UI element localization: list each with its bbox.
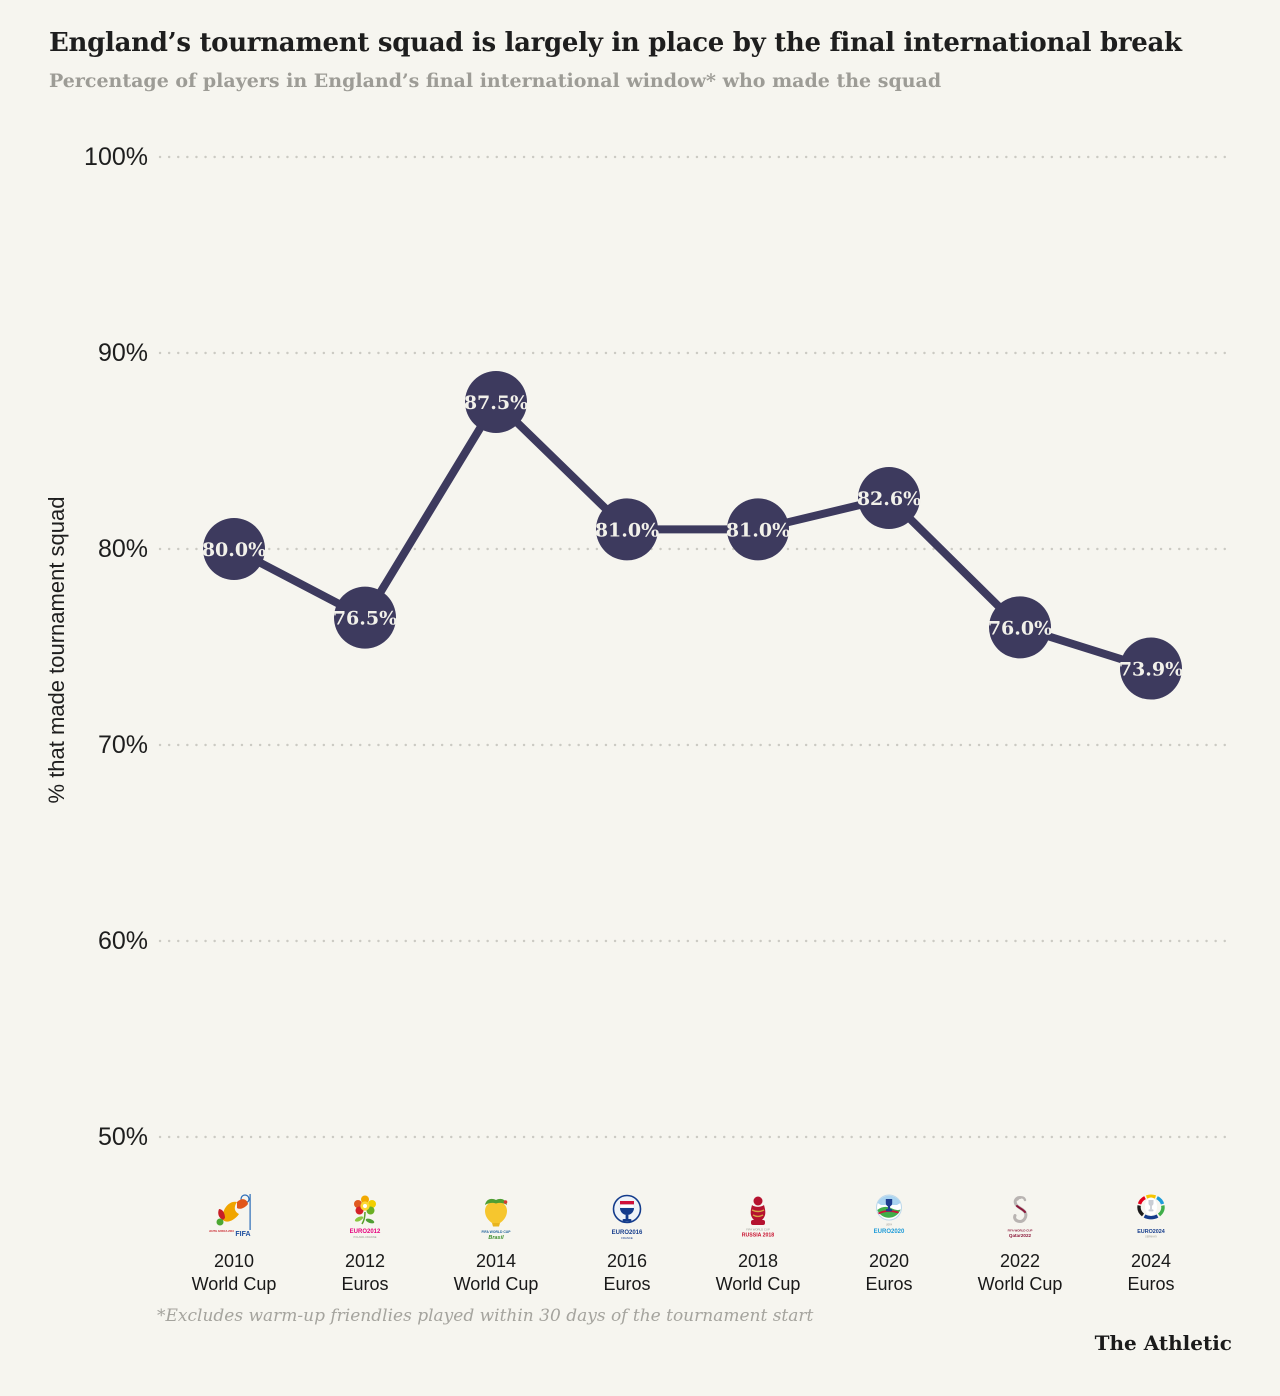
data-point-label: 80.0% [202,539,266,561]
x-axis-year-label: 2022 [999,1251,1041,1271]
data-point-label: 82.6% [857,488,921,510]
x-axis-item-2012: EURO2012 POLAND-UKRAINE 2012 Euros [300,1192,430,1296]
x-axis-item-2010: FIFA SOUTH AFRICA 2010 2010 World Cup [169,1192,299,1296]
logo-text: FIFA [235,1231,250,1238]
y-axis-ticks: 100% 90% 80% 70% 60% 50% [0,0,148,1396]
x-axis-competition-label: World Cup [191,1274,277,1294]
logo-subtext: POLAND-UKRAINE [353,1235,376,1239]
x-axis-year-label: 2016 [606,1251,648,1271]
x-axis-year-label: 2012 [344,1251,386,1271]
page-title: England’s tournament squad is largely in… [49,28,1182,58]
data-point [989,596,1051,659]
data-point-label: 81.0% [595,519,659,541]
line-segment [361,399,500,620]
logo-subtext: SOUTH AFRICA 2010 [209,1229,234,1233]
data-point [203,518,265,580]
data-point-label: 73.9% [1119,659,1183,681]
world-cup-2010-south-africa-logo-icon: FIFA SOUTH AFRICA 2010 [209,1194,251,1238]
x-axis-item-2018: FIFA WORLD CUP RUSSIA 2018 2018 World Cu… [693,1192,823,1296]
data-point [334,586,396,649]
world-cup-2018-russia-logo-icon: FIFA WORLD CUP RUSSIA 2018 [742,1196,775,1239]
x-axis-item-2014: FIFA WORLD CUP Brasil 2014 World Cup [431,1192,561,1296]
the-athletic-wordmark: The Athletic [1094,1331,1232,1355]
x-axis-item-2024: EURO2024 GERMANY 2024 Euros [1086,1192,1216,1296]
data-point-label: 76.5% [333,608,397,630]
logo-subtext: Qatar2022 [1009,1233,1032,1238]
x-axis-year-label: 2014 [475,1251,517,1271]
logo-subtext: Brasil [488,1235,504,1241]
x-axis-item-2016: EURO2016 FRANCE 2016 Euros [562,1192,692,1296]
data-point [858,467,920,530]
x-axis-item-2020: EURO2020 UEFA 2020 Euros [824,1192,954,1296]
euro-2024-germany-logo-icon: EURO2024 GERMANY [1137,1194,1165,1239]
y-axis-tick-label: 60% [97,927,148,955]
logo-text: FIFA WORLD CUP [1008,1229,1033,1233]
logo-text: EURO2020 [874,1229,905,1235]
x-axis-competition-label: World Cup [977,1274,1063,1294]
y-axis-tick-label: 80% [97,535,148,563]
logo-subtext: FRANCE [621,1236,633,1240]
page-subtitle: Percentage of players in England’s final… [49,70,942,92]
footnote: *Excludes warm-up friendlies played with… [157,1306,814,1326]
data-point [596,498,658,561]
logo-text: FIFA WORLD CUP [746,1228,770,1232]
x-axis-competition-label: Euros [1127,1274,1175,1294]
logo-subtext: UEFA [886,1224,893,1227]
y-axis-tick-label: 90% [97,339,148,367]
logo-text: EURO2016 [612,1230,643,1236]
euro-2012-logo-icon: EURO2012 POLAND-UKRAINE [350,1195,381,1239]
x-axis-year-label: 2020 [868,1251,910,1271]
logo-text: EURO2024 [1137,1229,1165,1235]
data-point [465,371,527,433]
x-axis-competition-label: Euros [341,1274,389,1294]
x-axis-competition-label: Euros [603,1274,651,1294]
x-axis-competition-label: Euros [865,1274,913,1294]
y-axis-title: % that made tournament squad [44,496,69,804]
world-cup-2022-qatar-logo-icon: FIFA WORLD CUP Qatar2022 [1008,1196,1033,1238]
y-axis-tick-label: 100% [84,143,148,171]
x-axis-competition-label: World Cup [715,1274,801,1294]
data-point-label: 76.0% [988,617,1052,639]
x-axis-year-label: 2010 [213,1251,255,1271]
x-axis-year-label: 2018 [737,1251,779,1271]
data-point-label: 87.5% [464,392,528,414]
logo-text: EURO2012 [350,1229,381,1235]
logo-subtext: RUSSIA 2018 [742,1233,775,1239]
y-axis-tick-label: 50% [97,1123,148,1151]
euro-2016-france-logo-icon: EURO2016 FRANCE [612,1194,643,1240]
logo-text: FIFA WORLD CUP [481,1230,511,1234]
data-point-label: 81.0% [726,519,790,541]
world-cup-2014-brazil-logo-icon: FIFA WORLD CUP Brasil [481,1198,511,1241]
logo-subtext: GERMANY [1145,1236,1157,1239]
euro-2020-logo-icon: EURO2020 UEFA [874,1194,905,1235]
y-axis-tick-label: 70% [97,731,148,759]
x-axis-competition-label: World Cup [453,1274,539,1294]
data-point [727,498,789,561]
x-axis-item-2022: FIFA WORLD CUP Qatar2022 2022 World Cup [955,1192,1085,1296]
data-point [1120,637,1182,700]
x-axis-year-label: 2024 [1130,1251,1172,1271]
